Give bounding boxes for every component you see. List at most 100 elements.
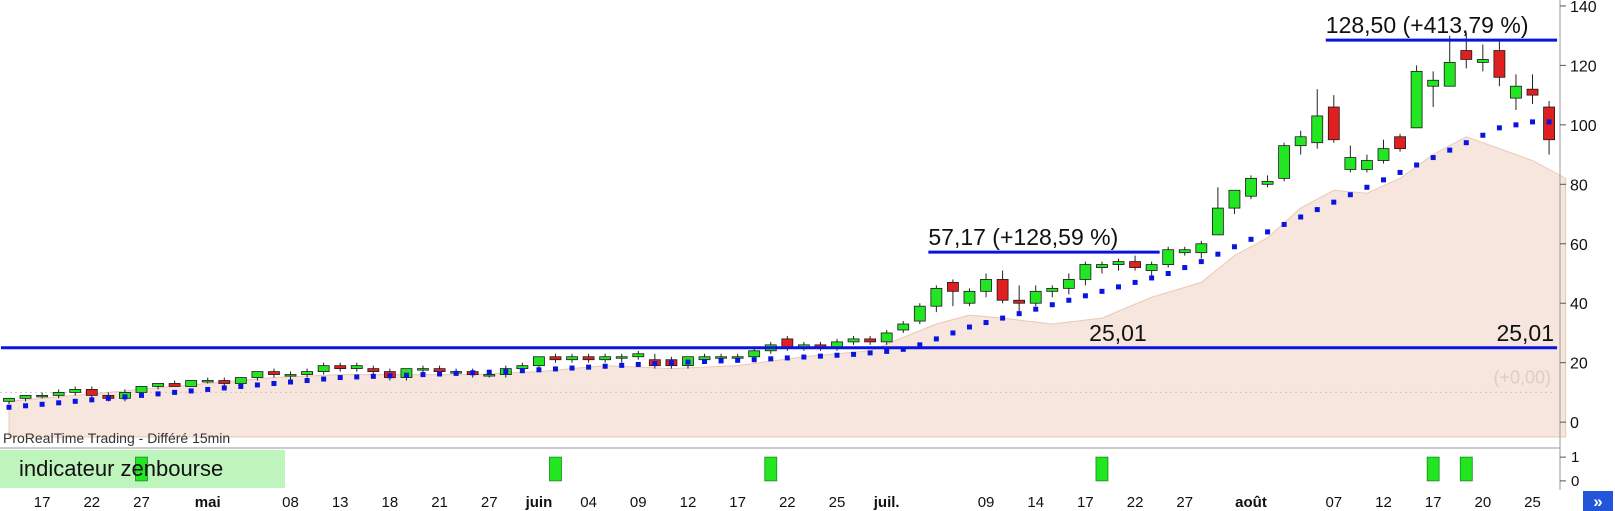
candle bbox=[599, 353, 612, 363]
candle bbox=[3, 397, 15, 405]
candle-body-up bbox=[1344, 157, 1357, 170]
candle-body-down bbox=[947, 282, 959, 292]
trailing-stop-dot bbox=[1149, 275, 1155, 281]
candle bbox=[1046, 285, 1059, 298]
x-tick-label: 18 bbox=[382, 494, 399, 511]
candle bbox=[201, 377, 214, 384]
x-tick-label: 14 bbox=[1027, 494, 1044, 511]
faint-change-label: (+0,00) bbox=[1493, 367, 1551, 387]
candle bbox=[334, 362, 347, 372]
trailing-stop-dot bbox=[437, 371, 443, 377]
trailing-stop-dot bbox=[966, 324, 972, 330]
candle bbox=[152, 383, 164, 390]
candle-body-up bbox=[615, 356, 628, 359]
candle bbox=[36, 392, 49, 399]
y-tick-label: 0 bbox=[1570, 415, 1579, 432]
x-tick-label: 22 bbox=[83, 494, 100, 511]
x-tick-label: 13 bbox=[332, 494, 349, 511]
x-tick-label: 08 bbox=[282, 494, 299, 511]
x-tick-label: 22 bbox=[1127, 494, 1144, 511]
trailing-stop-dot bbox=[983, 320, 989, 326]
candle bbox=[947, 279, 959, 307]
trailing-stop-dot bbox=[1414, 162, 1420, 168]
trailing-stop-dot bbox=[1066, 297, 1072, 303]
candle-body-up bbox=[980, 279, 992, 292]
trailing-stop-dot bbox=[586, 364, 592, 370]
trailing-stop-dot bbox=[1215, 251, 1221, 257]
candle bbox=[1195, 240, 1208, 259]
scroll-right-button[interactable]: » bbox=[1583, 491, 1613, 511]
candle-body-up bbox=[632, 353, 645, 358]
candle bbox=[1245, 175, 1257, 200]
trailing-stop-dot bbox=[652, 361, 658, 367]
candle bbox=[268, 368, 280, 378]
trailing-stop-dot bbox=[288, 379, 294, 385]
candle-body-up bbox=[417, 368, 429, 371]
trailing-stop-dot bbox=[39, 401, 45, 407]
trailing-stop-dot bbox=[1049, 302, 1055, 308]
trailing-stop-dot bbox=[188, 388, 194, 394]
trailing-stop-dot bbox=[1430, 155, 1436, 161]
candle-body-down bbox=[85, 389, 98, 396]
trailing-stop-dot bbox=[702, 358, 708, 364]
candle-body-down bbox=[1129, 261, 1141, 268]
shaded-area bbox=[8, 136, 1567, 438]
x-tick-label: 07 bbox=[1325, 494, 1342, 511]
candle bbox=[980, 273, 992, 298]
x-tick-label: 22 bbox=[779, 494, 796, 511]
candle-body-up bbox=[1112, 261, 1125, 265]
candle-body-up bbox=[748, 350, 761, 358]
candle bbox=[1278, 142, 1291, 182]
candle bbox=[1112, 258, 1125, 271]
trailing-stop-dot bbox=[1265, 229, 1271, 235]
trailing-stop-dot bbox=[1480, 132, 1486, 138]
indicator-panel: indicateur zenbourse 10 bbox=[0, 449, 1579, 490]
candle bbox=[582, 353, 595, 363]
candle-body-up bbox=[930, 287, 943, 307]
candle-body-down bbox=[1526, 88, 1539, 96]
trailing-stop-dot bbox=[503, 369, 509, 375]
trailing-stop-dot bbox=[337, 375, 343, 381]
candle bbox=[1162, 246, 1175, 268]
trailing-stop-dot bbox=[486, 369, 492, 375]
candle-body-up bbox=[350, 365, 363, 370]
candle bbox=[1543, 101, 1555, 155]
trailing-stop-dot bbox=[1082, 293, 1088, 299]
trailing-stop-dot bbox=[105, 395, 111, 401]
candle bbox=[284, 371, 297, 381]
y-tick-label: 20 bbox=[1570, 356, 1588, 373]
indicator-y-tick-label: 1 bbox=[1571, 449, 1579, 466]
candle-body-up bbox=[1410, 70, 1423, 129]
candle bbox=[864, 335, 877, 345]
candle-body-up bbox=[36, 394, 49, 398]
candle-body-up bbox=[1195, 243, 1208, 254]
x-tick-label: 17 bbox=[1425, 494, 1442, 511]
candle bbox=[1377, 139, 1390, 164]
x-tick-label: 27 bbox=[481, 494, 498, 511]
candle bbox=[615, 353, 628, 363]
trailing-stop-dot bbox=[1364, 184, 1370, 190]
trailing-stop-dot bbox=[817, 353, 823, 359]
candle bbox=[1079, 261, 1092, 286]
trailing-stop-dot bbox=[933, 336, 939, 342]
double-chevron-right-icon: » bbox=[1593, 492, 1602, 511]
candle bbox=[1410, 65, 1423, 129]
candle-body-up bbox=[1443, 62, 1456, 87]
trailing-stop-dot bbox=[1099, 288, 1105, 294]
trailing-stop-dot bbox=[900, 346, 906, 352]
trailing-stop-dot bbox=[1397, 169, 1403, 175]
candle-body-up bbox=[913, 305, 926, 322]
candle bbox=[1294, 130, 1307, 155]
candle bbox=[566, 353, 578, 363]
trailing-stop-dot bbox=[470, 370, 476, 376]
x-tick-label: 17 bbox=[34, 494, 51, 511]
x-tick-label: 20 bbox=[1474, 494, 1491, 511]
source-label: ProRealTime Trading - Différé 15min bbox=[3, 430, 230, 446]
candle bbox=[632, 350, 645, 360]
trailing-stop-dot bbox=[304, 378, 310, 384]
candle-body-up bbox=[1145, 264, 1158, 271]
candle bbox=[251, 371, 264, 381]
trailing-stop-dot bbox=[751, 357, 757, 363]
candle-body-up bbox=[1261, 180, 1274, 185]
candle bbox=[1476, 44, 1489, 72]
